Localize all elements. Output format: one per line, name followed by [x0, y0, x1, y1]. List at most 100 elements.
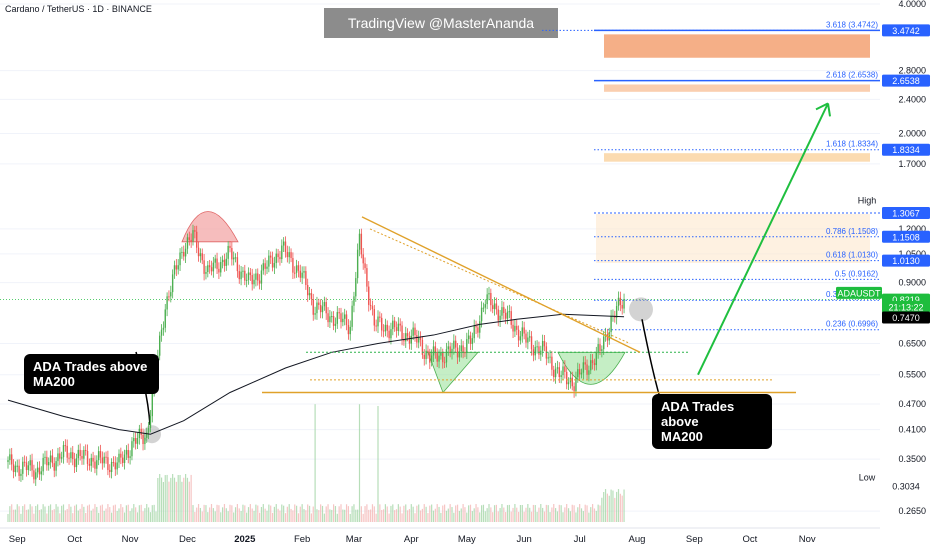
volume-bar: [357, 509, 359, 522]
volume-bar: [64, 510, 66, 522]
volume-bar: [207, 512, 209, 522]
volume-bar: [333, 504, 335, 522]
candle-body: [14, 465, 17, 473]
volume-bar: [157, 478, 159, 522]
time-tick: May: [458, 534, 476, 545]
volume-bar: [340, 504, 342, 522]
volume-bar: [105, 508, 107, 522]
candle-body: [40, 471, 42, 475]
volume-bar: [436, 504, 438, 522]
volume-bar: [271, 512, 274, 522]
fib-label: 0.5 (0.9162): [835, 269, 878, 278]
candle-body: [590, 360, 592, 371]
volume-bar: [564, 507, 566, 522]
volume-bar: [604, 489, 607, 522]
volume-bar: [501, 504, 503, 522]
candle-body: [220, 262, 222, 273]
volume-bar: [294, 504, 296, 522]
volume-bar: [525, 507, 527, 522]
candle-body: [240, 271, 242, 280]
candle-body: [44, 456, 46, 458]
candle-body: [540, 350, 542, 355]
volume-bar: [227, 511, 229, 522]
axis-corner: [880, 530, 932, 550]
candle-body: [194, 230, 196, 232]
volume-bar: [140, 504, 142, 522]
candle-body: [85, 450, 87, 452]
candle-body: [68, 457, 70, 459]
candle-body: [38, 467, 41, 475]
volume-bar: [449, 504, 451, 522]
volume-bar: [22, 506, 24, 522]
candle-body: [384, 324, 387, 332]
bottom-triangle-shape: [427, 351, 479, 394]
candle-body: [218, 268, 220, 273]
volume-bar: [66, 508, 68, 522]
volume-bar: [577, 507, 579, 522]
volume-bar: [503, 507, 505, 522]
candle-body: [318, 302, 320, 306]
candle-body: [578, 369, 581, 375]
candle-body: [484, 304, 486, 308]
volume-bar: [368, 509, 370, 522]
volume-bar: [516, 507, 518, 522]
candle-body: [403, 339, 405, 342]
volume-bar: [292, 510, 294, 522]
volume-bar: [370, 509, 372, 522]
candle-body: [615, 306, 618, 318]
volume-bar: [469, 504, 472, 522]
candle-body: [284, 241, 287, 253]
fib-levels: 3.618 (3.4742) 2.618 (2.6538) 1.618 (1.833…: [0, 20, 880, 331]
volume-bar: [382, 509, 385, 522]
price-label: 3.4742: [892, 26, 920, 36]
volume-bar: [301, 504, 303, 522]
candle-body: [70, 452, 72, 459]
volume-bar: [98, 512, 100, 522]
candle-body: [184, 248, 187, 257]
candle-body: [249, 272, 252, 276]
volume-bar: [425, 506, 427, 522]
candle-body: [234, 257, 237, 259]
volume-bar: [24, 504, 26, 522]
candle-body: [11, 454, 13, 465]
candle-body: [482, 307, 485, 309]
candle-body: [81, 455, 83, 459]
fib-label: 0.618 (1.0130): [826, 251, 878, 260]
candle-body: [314, 313, 316, 315]
candle-body: [467, 335, 470, 340]
candle-body: [412, 327, 414, 336]
candle-body: [368, 286, 370, 305]
candle-body: [321, 306, 324, 313]
volume-bar: [9, 506, 11, 522]
volume-bar: [68, 504, 70, 522]
volume-bar: [595, 510, 597, 522]
candle-body: [475, 326, 477, 328]
candle-body: [525, 333, 527, 343]
volume-bar: [303, 509, 305, 522]
volume-bar: [543, 511, 546, 522]
candle-body: [580, 372, 583, 375]
candle-body: [514, 325, 516, 332]
candle-body: [418, 337, 420, 343]
candle-body: [503, 307, 505, 313]
candle-body: [566, 371, 568, 385]
candle-body: [144, 437, 146, 445]
fib-shaded-zone: [596, 213, 870, 263]
price-label: Low: [859, 473, 876, 483]
candle-body: [319, 305, 322, 313]
volume-bar: [92, 508, 94, 522]
candle-body: [251, 275, 253, 285]
candle-body: [86, 450, 89, 464]
candle-body: [140, 428, 142, 435]
volume-bar: [569, 511, 571, 522]
volume-bar: [490, 507, 492, 522]
candle-body: [186, 237, 189, 249]
candle-body: [147, 428, 150, 433]
candle-body: [560, 375, 562, 377]
target-zone: [604, 153, 870, 162]
time-tick: Jul: [574, 534, 586, 545]
candle-body: [338, 312, 340, 314]
volume-bar: [251, 508, 253, 522]
volume-bar: [331, 509, 333, 522]
